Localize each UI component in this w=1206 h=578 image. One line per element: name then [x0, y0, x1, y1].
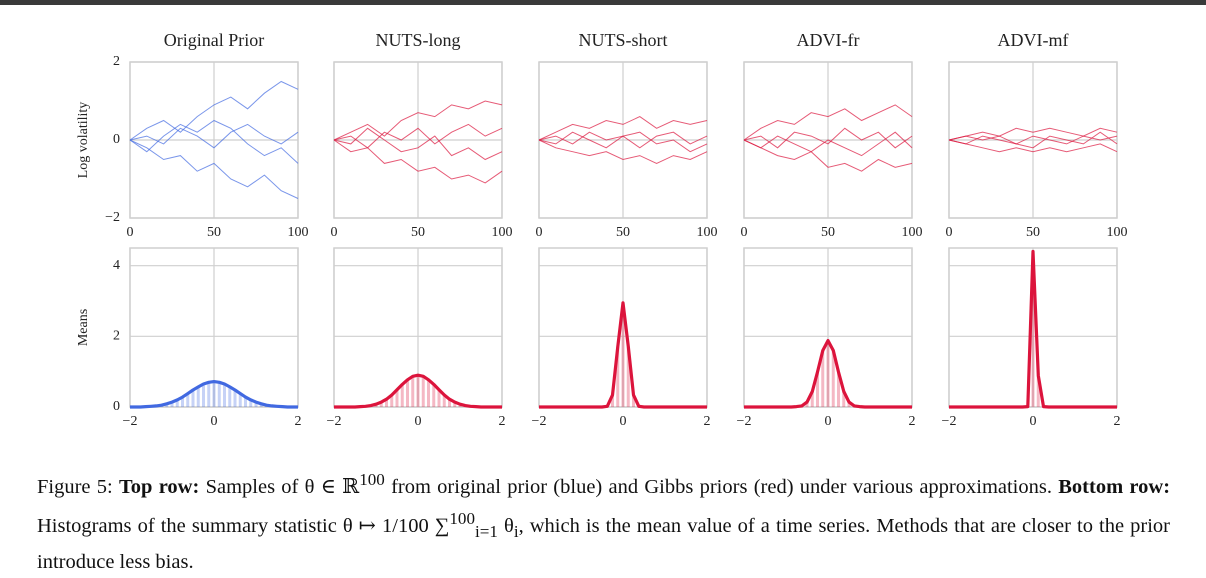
histogram-bar — [406, 380, 409, 407]
x-tick-label: 100 — [288, 225, 309, 240]
x-tick-label: −2 — [737, 414, 752, 429]
histogram-bar — [228, 387, 231, 407]
histogram-bar — [213, 382, 216, 407]
x-tick-label: 2 — [295, 414, 302, 429]
y-axis-label: Means — [76, 309, 91, 346]
x-tick-label: 100 — [902, 225, 923, 240]
histogram-bar — [422, 376, 425, 407]
y-axis-label: Log volatility — [76, 102, 91, 179]
caption-text: θ — [498, 515, 514, 537]
x-tick-label: −2 — [327, 414, 342, 429]
x-tick-label: 2 — [499, 414, 506, 429]
x-tick-label: 100 — [1107, 225, 1128, 240]
caption-bold: Bottom row: — [1058, 476, 1170, 498]
histogram-bar — [427, 380, 430, 407]
x-tick-label: 50 — [821, 225, 835, 240]
x-tick-label: 50 — [411, 225, 425, 240]
x-tick-label: 0 — [946, 225, 953, 240]
panel-title: NUTS-short — [579, 30, 668, 50]
y-tick-label: 4 — [113, 258, 120, 273]
caption-label: Figure 5: — [37, 476, 113, 498]
x-tick-label: −2 — [942, 414, 957, 429]
y-tick-label: 0 — [113, 132, 120, 147]
x-tick-label: 0 — [741, 225, 748, 240]
x-tick-label: 50 — [1026, 225, 1040, 240]
x-tick-label: 2 — [1114, 414, 1121, 429]
x-tick-label: 2 — [909, 414, 916, 429]
panel-title: ADVI-fr — [797, 30, 860, 50]
panel-title: NUTS-long — [376, 30, 461, 50]
y-tick-label: 2 — [113, 329, 120, 344]
x-tick-label: 0 — [536, 225, 543, 240]
x-tick-label: −2 — [123, 414, 138, 429]
x-tick-label: 100 — [492, 225, 513, 240]
panel-title: ADVI-mf — [998, 30, 1069, 50]
histogram-bar — [432, 384, 435, 407]
histogram-bar — [401, 384, 404, 407]
panel-title: Original Prior — [164, 30, 265, 50]
caption-sup: 100 — [449, 509, 475, 528]
caption-text: Histograms of the summary statistic θ ↦ … — [37, 515, 449, 537]
y-tick-label: 0 — [113, 399, 120, 414]
x-tick-label: 0 — [1030, 414, 1037, 429]
x-tick-label: 100 — [697, 225, 718, 240]
caption-text: Samples of θ ∈ ℝ — [206, 476, 360, 498]
x-tick-label: 0 — [620, 414, 627, 429]
x-tick-label: −2 — [532, 414, 547, 429]
histogram-bar — [411, 376, 414, 407]
x-tick-label: 0 — [415, 414, 422, 429]
histogram-bar — [202, 384, 205, 407]
caption-bold: Top row: — [119, 476, 199, 498]
histogram-bar — [827, 341, 830, 407]
histogram-bar — [197, 387, 200, 407]
histogram-bar — [223, 384, 226, 407]
histogram-bar — [207, 382, 210, 407]
caption: Figure 5: Top row: Samples of θ ∈ ℝ100 f… — [37, 464, 1170, 578]
x-tick-label: 50 — [616, 225, 630, 240]
x-tick-label: 0 — [825, 414, 832, 429]
histogram-bar — [218, 382, 221, 407]
histogram-bar — [417, 375, 420, 407]
x-tick-label: 0 — [331, 225, 338, 240]
caption-sub: i=1 — [475, 522, 498, 541]
x-tick-label: 2 — [704, 414, 711, 429]
x-tick-label: 50 — [207, 225, 221, 240]
caption-sup: 100 — [359, 470, 385, 489]
y-tick-label: −2 — [105, 210, 120, 225]
caption-text: from original prior (blue) and Gibbs pri… — [385, 476, 1052, 498]
y-tick-label: 2 — [113, 54, 120, 69]
x-tick-label: 0 — [127, 225, 134, 240]
x-tick-label: 0 — [211, 414, 218, 429]
